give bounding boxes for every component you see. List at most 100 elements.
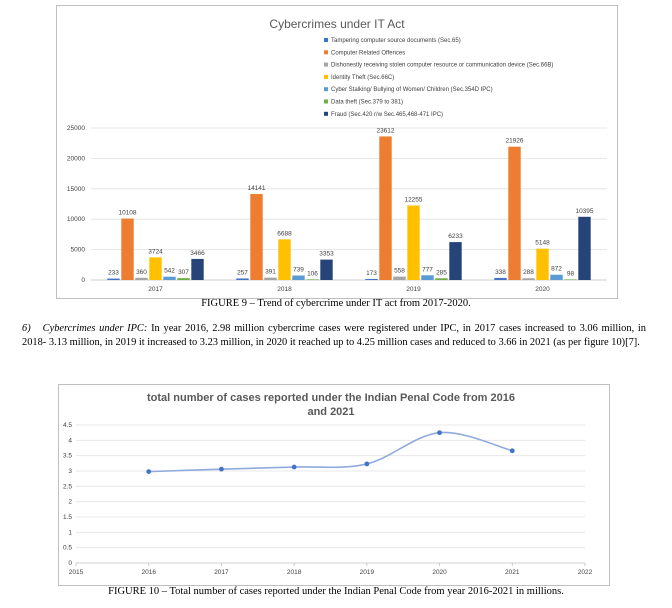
series-line [148,431,513,473]
data-label: 23612 [376,127,394,134]
x-tick-label: 2017 [214,569,229,576]
x-tick-label: 2021 [505,569,520,576]
y-tick-label: 25000 [67,125,85,132]
bar [379,136,392,280]
x-tick-label: 2018 [287,569,302,576]
data-label: 3353 [319,251,334,258]
data-label: 10395 [575,208,593,215]
bar [320,259,333,280]
line-chart-svg: total number of cases reported under the… [63,392,593,576]
y-tick-label: 3 [68,468,72,475]
data-label: 233 [108,270,119,277]
y-tick-label: 4 [68,437,72,444]
bar [292,275,305,280]
figure-9-chart: Cybercrimes under IT Act Tampering compu… [56,5,618,299]
data-point [146,469,152,475]
bar [522,278,535,280]
data-label: 5148 [535,240,550,247]
legend-label: Tampering computer source documents (Sec… [331,38,461,44]
data-label: 558 [394,268,405,275]
data-point [219,466,224,472]
paragraph-number: 6) [22,323,31,334]
data-label: 307 [178,269,189,276]
data-label: 98 [567,270,575,277]
bar [449,242,462,280]
bar [536,248,549,280]
bar [191,258,204,280]
data-point [509,448,515,454]
y-tick-label: 0 [68,560,72,567]
data-label: 338 [495,269,506,276]
bar [393,276,406,280]
data-label: 257 [237,269,248,276]
bar [508,146,521,280]
data-label: 391 [265,269,276,276]
data-label: 285 [436,269,447,276]
data-label: 14141 [247,185,265,192]
y-tick-label: 2 [68,499,72,506]
data-label: 542 [164,268,175,275]
figure-10-chart: total number of cases reported under the… [58,384,610,586]
y-tick-label: 10000 [67,216,85,223]
x-tick-label: 2020 [432,569,447,576]
y-tick-label: 5000 [71,247,86,254]
y-tick-label: 20000 [67,155,85,162]
legend-swatch [324,99,328,104]
chart-title-line-2: and 2021 [307,406,354,418]
bar [236,278,249,280]
bar [435,278,448,280]
y-tick-label: 1.5 [63,514,72,521]
legend-swatch [324,74,328,79]
data-label: 10108 [118,210,136,217]
paragraph-text: In year 2016, 2.98 million cybercrime ca… [22,323,647,348]
data-label: 12255 [404,196,422,203]
x-tick-label: 2015 [69,569,84,576]
bar [550,274,563,280]
data-label: 3724 [148,248,163,255]
bar [163,276,176,280]
bar [107,278,120,280]
y-tick-label: 0.5 [63,545,72,552]
legend-label: Computer Related Offences [331,50,405,56]
data-label: 6688 [277,230,292,237]
bar [250,194,263,280]
data-label: 6233 [448,233,463,240]
legend-swatch [324,111,328,116]
legend-swatch [324,50,328,55]
x-tick-label: 2022 [578,569,593,576]
y-tick-label: 2.5 [63,483,72,490]
legend-swatch [324,87,328,92]
legend-label: Data theft (Sec.379 to 381) [331,100,403,106]
body-paragraph: 6) Cybercrimes under IPC: In year 2016, 2… [22,322,646,350]
data-point [437,430,442,436]
chart-title: Cybercrimes under IT Act [269,17,405,31]
data-point [364,461,370,467]
bar [135,277,148,280]
bar [177,278,190,280]
x-tick-label: 2018 [277,286,292,293]
figure-10-caption: FIGURE 10 – Total number of cases report… [108,586,564,597]
chart-title-line-1: total number of cases reported under the… [147,392,515,404]
data-label: 21926 [505,138,523,145]
data-label: 872 [551,266,562,273]
bar [494,277,507,280]
figure-9-caption: FIGURE 9 – Trend of cybercrime under IT … [201,298,471,309]
x-tick-label: 2017 [148,286,163,293]
bar [306,279,319,280]
data-label: 106 [307,270,318,277]
bar [564,279,577,280]
x-tick-label: 2016 [141,569,156,576]
bar [421,275,434,280]
bar-chart-svg: Cybercrimes under IT Act Tampering compu… [67,17,607,293]
data-label: 3466 [190,250,205,257]
data-label: 360 [136,269,147,276]
y-tick-label: 4.5 [63,422,72,429]
bar [278,239,291,280]
legend-swatch [324,38,328,42]
bar [365,278,378,280]
legend-label: Dishonestly receiving stolen computer re… [331,63,553,69]
y-tick-label: 1 [68,529,72,536]
legend-label: Identity Theft (Sec.66C) [331,75,394,81]
x-tick-label: 2020 [535,286,550,293]
paragraph-lead: Cybercrimes under IPC: [42,323,148,334]
